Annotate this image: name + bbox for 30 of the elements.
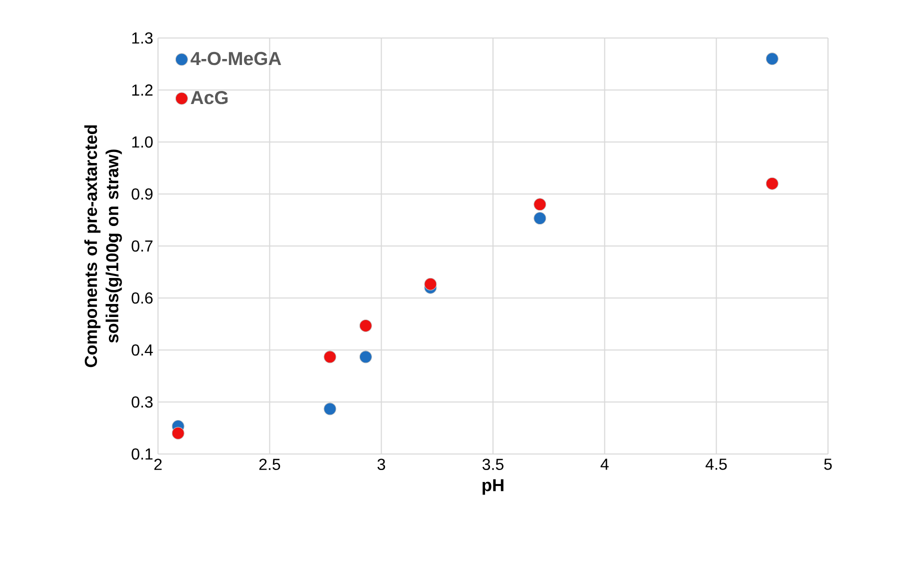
point [359,350,372,364]
legend-label: AcG [190,90,228,104]
x-tick-label: 3 [377,458,386,470]
y-tick-label: 1.3 [132,32,153,44]
legend-label: 4-O-MeGA [190,52,282,66]
y-tick-label: 1.0 [132,136,153,148]
y-tick-label: 0.9 [132,188,153,200]
x-tick-label: 4.5 [706,458,727,470]
point [766,177,778,190]
y-axis-title: Components of pre-axtarcted solids(g/100g on straw) [84,125,122,368]
point [534,212,546,225]
x-axis-title: pH [482,479,504,495]
x-tick-label: 3.5 [482,458,504,470]
point [172,426,184,440]
y-tick-label: 0.7 [132,240,152,252]
point [424,278,437,290]
x-tick-label: 4 [600,458,609,470]
x-tick-label: 5 [824,458,832,470]
point [359,319,372,332]
x-tick-label: 2.5 [259,458,280,470]
point [324,350,336,364]
y-tick-label: 1.2 [132,84,152,96]
point [766,52,778,66]
y-tick-label: 0.1 [132,448,153,460]
y-tick-label: 0.3 [132,396,153,408]
y-tick-label: 0.4 [132,344,153,356]
x-tick-label: 2 [154,458,162,470]
point [324,402,336,416]
y-tick-label: 0.6 [132,292,153,304]
point [534,198,546,211]
